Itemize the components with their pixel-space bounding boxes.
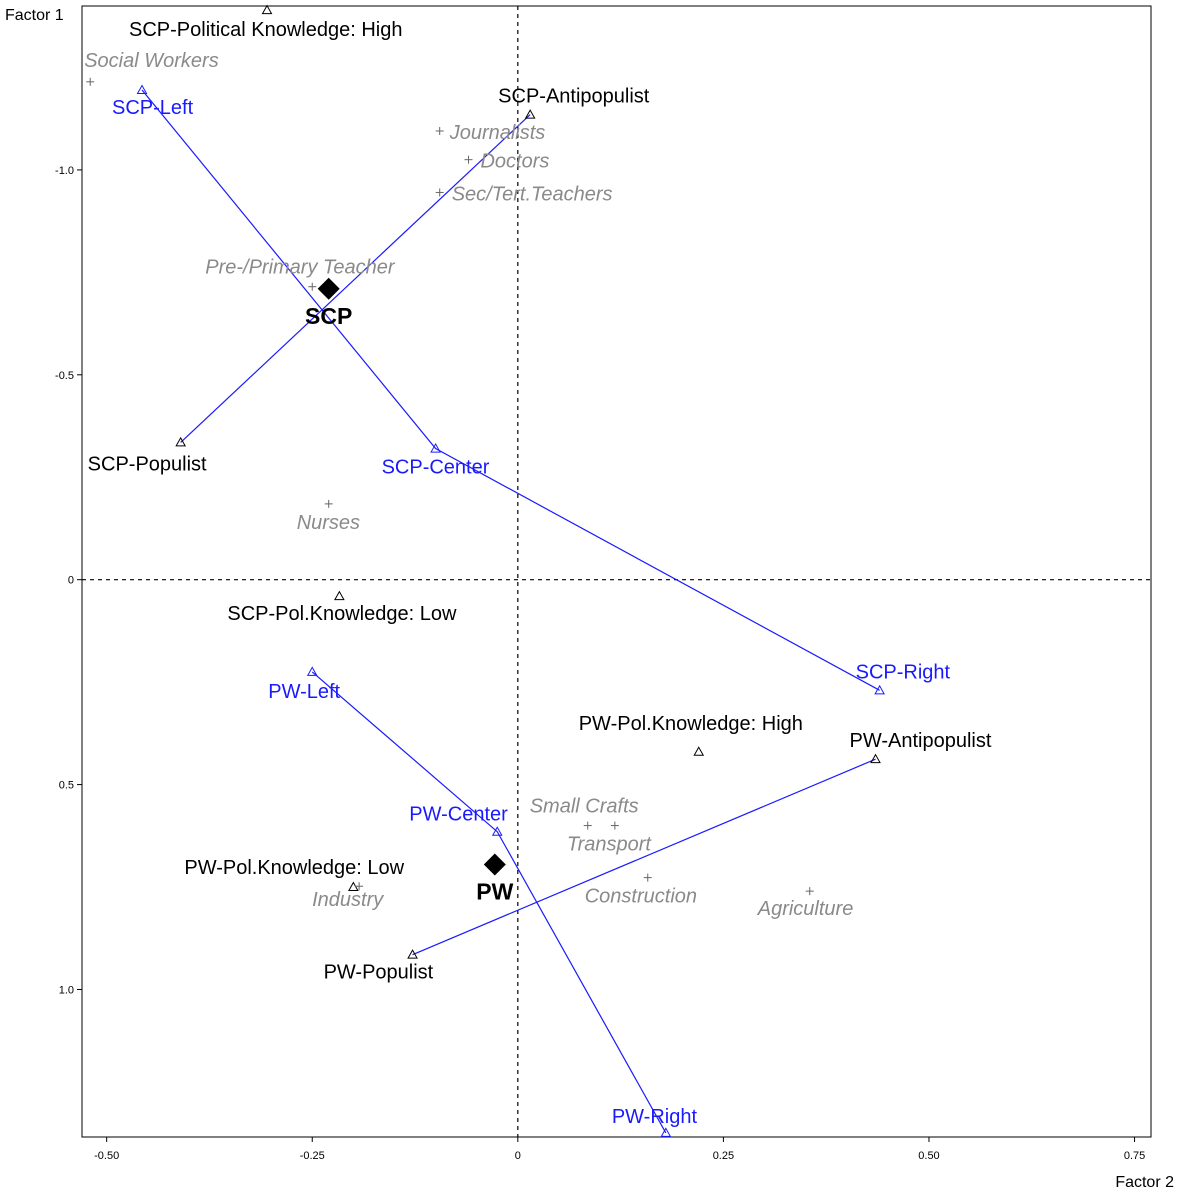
marker-scp-center bbox=[430, 443, 441, 453]
marker-construction bbox=[643, 873, 652, 882]
marker-scp-political-knowledge-high bbox=[261, 4, 273, 15]
label-doctors: Doctors bbox=[480, 151, 549, 173]
label-pw-pol-knowledge-high: PW-Pol.Knowledge: High bbox=[579, 713, 803, 735]
marker-pre-primary-teacher bbox=[308, 282, 317, 291]
marker-social-workers bbox=[86, 77, 95, 86]
marker-scp-pol-knowledge-low bbox=[334, 590, 345, 601]
connector-lines bbox=[141, 89, 880, 1134]
marker-pw-center bbox=[491, 826, 503, 836]
marker-group-pw bbox=[483, 853, 506, 876]
marker-scp-antipopulist bbox=[524, 109, 536, 119]
label-pw-pol-knowledge-low: PW-Pol.Knowledge: Low bbox=[184, 857, 404, 879]
connector-pw-left-pw-center-pw-right bbox=[311, 671, 667, 1134]
label-scp-left: SCP-Left bbox=[112, 97, 194, 119]
marker-pw-populist bbox=[407, 949, 418, 959]
label-group-pw: PW bbox=[476, 878, 513, 904]
marker-pw-antipopulist bbox=[870, 753, 881, 764]
x-tick-label: 0.50 bbox=[918, 1150, 939, 1162]
label-scp-right: SCP-Right bbox=[856, 661, 951, 683]
label-construction: Construction bbox=[585, 886, 697, 908]
label-social-workers: Social Workers bbox=[84, 50, 218, 72]
x-tick-label: 0.25 bbox=[713, 1150, 734, 1162]
marker-doctors bbox=[464, 155, 473, 164]
x-tick-label: 0 bbox=[515, 1150, 521, 1162]
point-markers bbox=[86, 4, 885, 1137]
reference-lines bbox=[82, 6, 1151, 1137]
marker-pw-right bbox=[660, 1127, 672, 1137]
label-scp-pol-knowledge-low: SCP-Pol.Knowledge: Low bbox=[227, 603, 457, 625]
x-axis-ticks: -0.50 -0.25 0 0.25 0.50 0.75 bbox=[94, 1137, 1145, 1162]
x-tick-label: -0.25 bbox=[300, 1150, 325, 1162]
label-scp-antipopulist: SCP-Antipopulist bbox=[498, 86, 650, 108]
y-axis-title: Factor 1 bbox=[5, 7, 64, 24]
label-group-scp: SCP bbox=[305, 303, 352, 329]
label-pw-right: PW-Right bbox=[612, 1106, 698, 1128]
marker-sec-tert-teachers bbox=[435, 188, 444, 197]
marker-journalists bbox=[435, 126, 444, 135]
connector-scp-left-scp-center-scp-right bbox=[141, 89, 880, 691]
label-transport: Transport bbox=[567, 834, 653, 856]
y-tick-label: -0.5 bbox=[55, 370, 74, 382]
label-small-crafts: Small Crafts bbox=[530, 796, 639, 818]
label-pw-antipopulist: PW-Antipopulist bbox=[850, 730, 992, 752]
marker-scp-left bbox=[136, 84, 148, 95]
marker-group-scp bbox=[317, 277, 340, 300]
marker-transport bbox=[610, 821, 619, 830]
y-tick-label: 0 bbox=[68, 575, 74, 587]
label-pw-populist: PW-Populist bbox=[324, 962, 434, 984]
connector-scp-populist-scp-antipopulist bbox=[180, 114, 531, 443]
label-industry: Industry bbox=[312, 889, 384, 911]
label-scp-political-knowledge-high: SCP-Political Knowledge: High bbox=[129, 19, 402, 41]
x-tick-label: -0.50 bbox=[94, 1150, 119, 1162]
marker-industry bbox=[355, 882, 364, 891]
marker-scp-right bbox=[874, 684, 885, 695]
marker-scp-populist bbox=[175, 436, 187, 447]
label-pw-center: PW-Center bbox=[409, 804, 508, 826]
marker-pw-left bbox=[306, 666, 318, 676]
label-nurses: Nurses bbox=[297, 512, 360, 534]
x-tick-label: 0.75 bbox=[1124, 1150, 1145, 1162]
label-scp-populist: SCP-Populist bbox=[88, 453, 207, 475]
label-sec-tert-teachers: Sec/Tert.Teachers bbox=[452, 183, 613, 205]
x-axis-title: Factor 2 bbox=[1115, 1174, 1174, 1190]
marker-pw-pol-knowledge-high bbox=[693, 746, 705, 756]
marker-nurses bbox=[324, 499, 333, 508]
label-scp-center: SCP-Center bbox=[382, 457, 490, 479]
plot-frame bbox=[81, 5, 1152, 1138]
y-tick-label: 0.5 bbox=[59, 780, 74, 792]
label-pw-left: PW-Left bbox=[268, 681, 340, 703]
label-agriculture: Agriculture bbox=[757, 898, 854, 920]
y-axis-ticks: -1.0 -0.5 0 0.5 1.0 bbox=[55, 165, 82, 996]
label-pre-primary-teacher: Pre-/Primary Teacher bbox=[205, 257, 396, 279]
label-journalists: Journalists bbox=[449, 122, 546, 144]
y-tick-label: 1.0 bbox=[59, 984, 74, 996]
marker-small-crafts bbox=[583, 821, 592, 830]
marker-agriculture bbox=[805, 887, 814, 896]
point-labels: SCP-Political Knowledge: High SCP-Antipop… bbox=[84, 19, 992, 1128]
y-tick-label: -1.0 bbox=[55, 165, 74, 177]
connector-pw-populist-pw-antipopulist bbox=[412, 758, 876, 956]
